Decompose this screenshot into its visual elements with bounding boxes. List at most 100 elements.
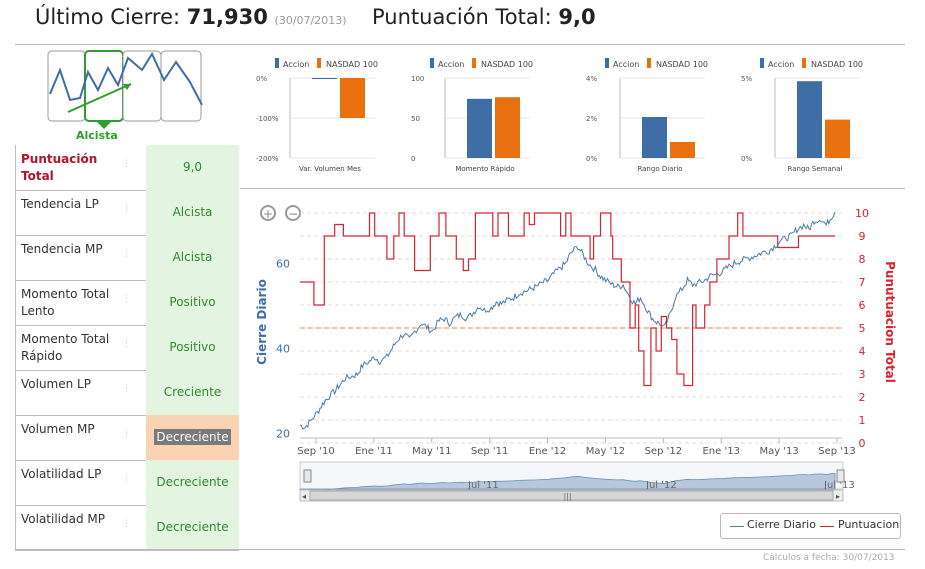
indicator-value-text: Positivo <box>169 295 216 309</box>
navigator-area <box>299 472 836 493</box>
bar-tick-label: 0% <box>586 155 597 163</box>
last-close-label: Último Cierre: <box>35 5 181 29</box>
legend-nasdaq-label: NASDAD 100 <box>481 60 533 69</box>
x-tick-label: Sep '12 <box>645 446 683 457</box>
bar-category-label: Rango Diario <box>637 165 682 173</box>
x-tick-label: May '12 <box>586 446 625 457</box>
score-legend-line-icon <box>820 526 834 527</box>
bar-tick-label: 5% <box>741 75 752 83</box>
close-legend-label: Cierre Diario <box>747 518 816 531</box>
x-tick-label: Ene '11 <box>355 446 392 457</box>
drag-handle-icon: ⋮ <box>122 384 131 394</box>
navigator-handle-right <box>836 469 845 483</box>
last-close: Último Cierre: 71,930 (30/07/2013) <box>35 5 347 29</box>
indicator-value-text: Creciente <box>163 385 222 399</box>
zoom-in-icon[interactable]: + <box>260 205 276 221</box>
bar-tick-label: 0% <box>256 75 267 83</box>
bar-tick-label: -100% <box>256 115 279 123</box>
bar-nasdaq <box>825 119 850 158</box>
drag-handle-icon: ⋮ <box>122 519 131 529</box>
indicator-row: Tendencia LP ⋮ Alcista <box>15 190 239 236</box>
bar-tick-label: 2% <box>586 115 597 123</box>
indicator-value: Decreciente <box>146 505 239 550</box>
right-tick-label: 3 <box>859 368 866 381</box>
comparison-bar-charts: Accion NASDAD 100 0% -100% -200% Var. Volumen… <box>256 58 863 173</box>
legend-accion-label: Accion <box>768 60 794 69</box>
right-tick-label: 9 <box>859 230 866 243</box>
indicator-label: Volumen LP <box>21 377 91 391</box>
bar-tick-label: 4% <box>586 75 597 83</box>
drag-handle-icon: ⋮ <box>122 429 131 439</box>
header: Último Cierre: 71,930 (30/07/2013) Puntu… <box>0 0 925 44</box>
drag-handle-icon: ⋮ <box>122 339 131 349</box>
indicator-row: Volatilidad LP ⋮ Decreciente <box>15 460 239 506</box>
indicator-row: Momento Total Lento ⋮ Positivo <box>15 280 239 326</box>
score-legend-label: Puntuacion <box>838 518 900 531</box>
indicator-value-text: 9,0 <box>182 160 203 174</box>
right-tick-label: 6 <box>859 299 866 312</box>
x-tick-label: Ene '12 <box>529 446 566 457</box>
left-axis-title: Cierre Diario <box>255 279 269 365</box>
right-tick-label: 2 <box>859 391 866 404</box>
indicator-value: Positivo <box>146 280 239 325</box>
score-series-line <box>300 212 835 387</box>
bar-tick-label: 50 <box>411 115 420 123</box>
indicator-label: Tendencia LP <box>21 197 99 211</box>
bar-category-label: Momento Rápido <box>455 165 514 173</box>
indicator-value: Decreciente <box>146 415 239 460</box>
indicator-label: Momento Total Lento <box>21 287 110 318</box>
bar-accion <box>797 81 822 158</box>
calc-date-footer: Cálculos a fecha: 30/07/2013 <box>763 553 895 563</box>
drag-handle-icon: ⋮ <box>122 294 131 304</box>
right-tick-label: 5 <box>859 322 866 335</box>
indicator-value-text: Positivo <box>169 340 216 354</box>
scroll-grip-icon: ||| <box>563 492 571 501</box>
indicator-value-text: Decreciente <box>156 520 229 534</box>
indicator-value: Decreciente <box>146 460 239 505</box>
trend-thumbnail[interactable]: Alcista <box>46 50 204 145</box>
bar-nasdaq <box>670 142 695 158</box>
indicator-label: Tendencia MP <box>21 242 103 256</box>
legend-nasdaq-swatch <box>472 58 476 68</box>
chart-legend: Cierre Diario Puntuacion <box>720 513 901 539</box>
bar-tick-label: 0 <box>411 155 415 163</box>
bar-category-label: Rango Semanal <box>788 165 843 173</box>
indicator-label: Volatilidad LP <box>21 467 102 481</box>
indicator-value-text: Alcista <box>172 205 213 219</box>
indicator-label: Volumen MP <box>21 422 95 436</box>
navigator-tick-label: Jul '11 <box>467 480 499 491</box>
x-tick-label: May '11 <box>412 446 451 457</box>
indicator-label: Puntuación Total <box>21 152 98 183</box>
bar-tick-label: 0% <box>741 155 752 163</box>
total-score: Puntuación Total: 9,0 <box>372 5 596 29</box>
indicator-row: Volumen MP ⋮ Decreciente <box>15 415 239 461</box>
navigator-scrollbar-thumb <box>309 490 834 501</box>
bar-nasdaq <box>495 97 520 158</box>
scroll-left-icon: ◂ <box>302 492 306 501</box>
legend-accion-label: Accion <box>438 60 464 69</box>
navigator-tick-label: Jul '13 <box>823 480 855 491</box>
drag-handle-icon: ⋮ <box>122 159 131 169</box>
bar-charts-divider <box>240 188 905 189</box>
footer-divider <box>15 549 905 550</box>
indicator-row: Puntuación Total ⋮ 9,0 <box>15 145 239 191</box>
legend-nasdaq-label: NASDAD 100 <box>326 60 378 69</box>
right-tick-label: 0 <box>859 437 866 450</box>
legend-accion-swatch <box>275 58 279 68</box>
header-divider <box>15 44 905 45</box>
x-tick-label: May '13 <box>759 446 798 457</box>
indicator-value: 9,0 <box>146 145 239 190</box>
indicator-row: Volumen LP ⋮ Creciente <box>15 370 239 416</box>
drag-handle-icon: ⋮ <box>122 204 131 214</box>
right-tick-label: 10 <box>855 207 869 220</box>
legend-nasdaq-label: NASDAD 100 <box>656 60 708 69</box>
navigator-tick-label: Jul '12 <box>645 480 677 491</box>
legend-accion-label: Accion <box>283 60 309 69</box>
indicator-value-text: Decreciente <box>154 429 231 445</box>
left-tick-label: 40 <box>276 343 290 356</box>
left-tick-label: 60 <box>276 257 290 270</box>
price-score-chart: 20 40 60 0 1 2 3 4 5 6 7 8 9 10 Cierre Diario Punutuaci… <box>255 207 897 502</box>
close-legend-line-icon <box>730 526 744 527</box>
right-axis-title: Punutuacion Total <box>883 261 897 383</box>
legend-nasdaq-label: NASDAD 100 <box>811 60 863 69</box>
